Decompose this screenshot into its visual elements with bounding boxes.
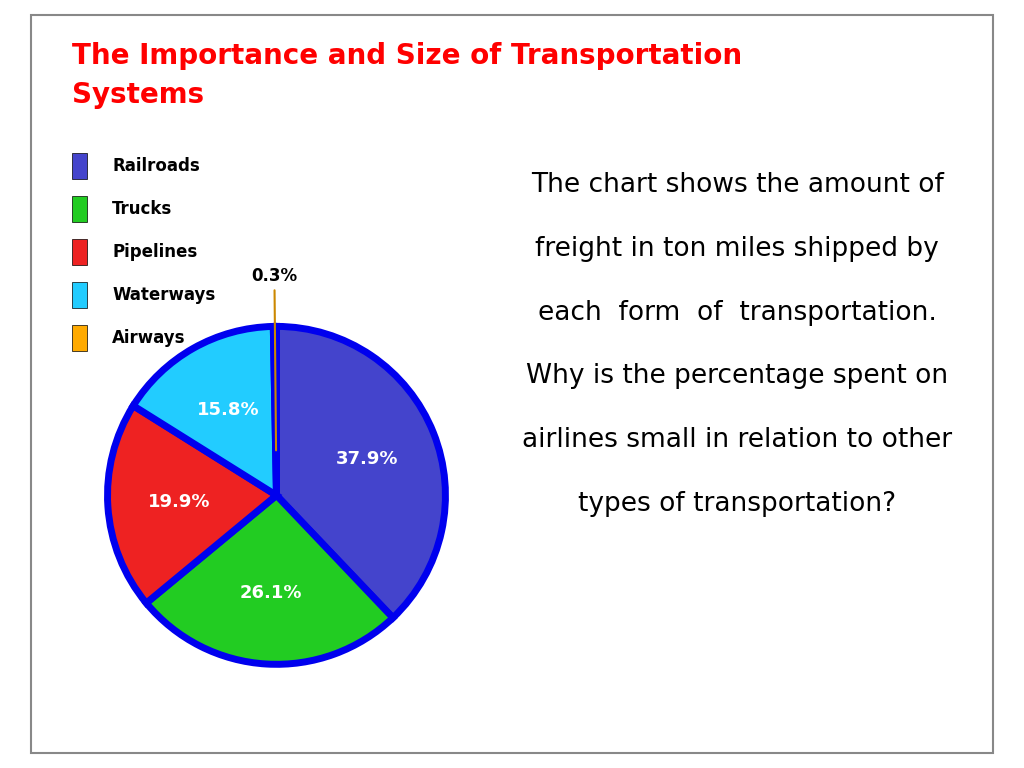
Text: Airways: Airways xyxy=(113,329,185,346)
Bar xyxy=(72,196,87,221)
Text: Why is the percentage spent on: Why is the percentage spent on xyxy=(526,363,948,389)
Text: each  form  of  transportation.: each form of transportation. xyxy=(538,300,937,326)
Wedge shape xyxy=(108,406,276,603)
Text: The Importance and Size of Transportation: The Importance and Size of Transportatio… xyxy=(72,42,741,70)
Wedge shape xyxy=(273,326,276,495)
Wedge shape xyxy=(146,495,393,664)
Text: types of transportation?: types of transportation? xyxy=(579,491,896,517)
Text: 37.9%: 37.9% xyxy=(336,450,398,468)
Text: Trucks: Trucks xyxy=(113,200,172,217)
Text: 19.9%: 19.9% xyxy=(147,493,210,511)
Bar xyxy=(72,282,87,307)
Text: Waterways: Waterways xyxy=(113,286,215,303)
Text: Systems: Systems xyxy=(72,81,204,108)
Text: airlines small in relation to other: airlines small in relation to other xyxy=(522,427,952,453)
Text: 26.1%: 26.1% xyxy=(240,584,302,602)
Bar xyxy=(72,153,87,178)
Text: Railroads: Railroads xyxy=(113,157,200,174)
Text: The chart shows the amount of: The chart shows the amount of xyxy=(530,173,944,198)
Wedge shape xyxy=(276,326,445,617)
Bar xyxy=(72,239,87,264)
Wedge shape xyxy=(133,326,276,495)
Text: Pipelines: Pipelines xyxy=(113,243,198,260)
Text: 15.8%: 15.8% xyxy=(197,401,259,419)
Text: freight in ton miles shipped by: freight in ton miles shipped by xyxy=(536,236,939,262)
Bar xyxy=(72,325,87,350)
Text: 0.3%: 0.3% xyxy=(251,266,298,450)
